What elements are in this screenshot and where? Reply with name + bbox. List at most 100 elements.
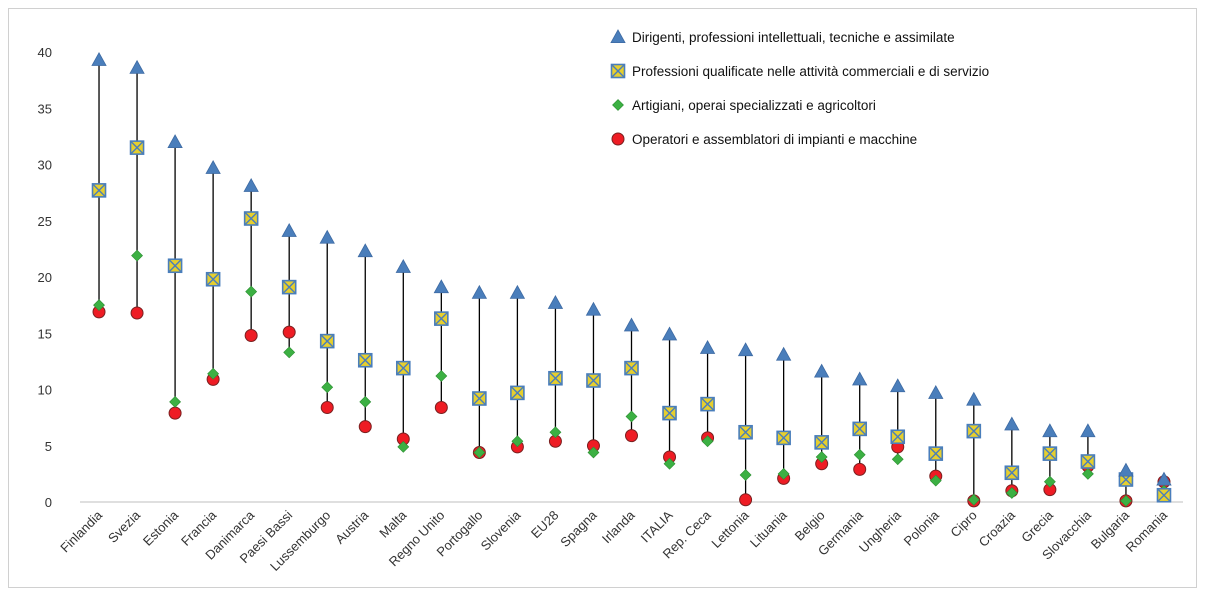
- data-point: [852, 371, 868, 386]
- data-point: [547, 295, 564, 309]
- data-point: [169, 395, 182, 408]
- y-tick-label: 15: [38, 326, 52, 341]
- data-point: [243, 211, 259, 226]
- data-point: [1042, 446, 1058, 461]
- data-point: [661, 326, 678, 341]
- data-point: [205, 271, 221, 287]
- data-point: [91, 183, 107, 198]
- data-point: [510, 385, 525, 401]
- data-point: [777, 467, 790, 480]
- legend-marker: [611, 132, 625, 146]
- data-point: [473, 446, 486, 459]
- x-tick-label: Spagna: [557, 507, 600, 550]
- data-point: [738, 424, 753, 440]
- data-point: [1043, 475, 1056, 488]
- y-tick-label: 30: [38, 158, 52, 173]
- data-point: [966, 391, 982, 406]
- data-point: [245, 285, 258, 298]
- data-point: [815, 451, 828, 463]
- data-point: [663, 457, 676, 470]
- data-point: [168, 406, 182, 420]
- y-tick-label: 35: [38, 101, 52, 116]
- data-point: [890, 429, 906, 445]
- data-point: [511, 435, 524, 448]
- data-point: [1120, 494, 1132, 507]
- data-point: [776, 430, 791, 446]
- data-point: [1118, 462, 1134, 477]
- x-tick-label: Austria: [332, 507, 372, 547]
- data-point: [928, 385, 944, 399]
- x-tick-label: Svezia: [105, 507, 144, 546]
- data-point: [966, 423, 982, 439]
- data-point: [890, 378, 906, 393]
- x-tick-label: Cipro: [947, 508, 980, 541]
- legend-label: Operatori e assemblatori di impianti e m…: [632, 132, 917, 147]
- x-tick-label: Estonia: [140, 507, 182, 549]
- data-point: [853, 462, 867, 476]
- data-point: [319, 229, 335, 244]
- data-point: [1080, 454, 1096, 469]
- data-point: [282, 325, 296, 339]
- data-point: [93, 299, 105, 312]
- data-point: [321, 381, 334, 394]
- data-point: [395, 259, 411, 273]
- data-point: [283, 346, 296, 359]
- data-point: [928, 446, 944, 461]
- data-point: [1080, 423, 1096, 438]
- data-point: [243, 178, 259, 192]
- data-point: [435, 370, 448, 382]
- legend: Dirigenti, professioni intellettuali, te…: [610, 29, 989, 147]
- data-point: [1005, 487, 1018, 499]
- data-point: [359, 395, 372, 408]
- data-point: [281, 279, 297, 295]
- data-point: [701, 435, 714, 448]
- data-point: [699, 340, 716, 354]
- data-point: [358, 420, 372, 434]
- x-tick-label: Ungheria: [856, 507, 904, 555]
- data-point: [1156, 487, 1172, 503]
- data-point: [1004, 416, 1020, 431]
- y-tick-label: 25: [38, 214, 52, 229]
- data-point: [397, 440, 410, 453]
- data-point: [281, 223, 297, 237]
- x-tick-label: Malta: [376, 507, 410, 541]
- data-point: [739, 493, 753, 507]
- data-point: [129, 140, 145, 155]
- data-point: [891, 453, 904, 466]
- data-point: [434, 401, 448, 414]
- chart-frame: [8, 8, 1197, 588]
- x-tick-label: Belgio: [792, 508, 828, 544]
- data-point: [1004, 465, 1020, 481]
- data-point: [739, 469, 752, 481]
- legend-marker: [610, 29, 626, 43]
- data-point: [91, 52, 107, 66]
- data-point: [244, 329, 258, 342]
- x-tick-label: Irlanda: [599, 507, 638, 546]
- x-tick-label: Lettonia: [708, 507, 752, 551]
- data-point: [471, 284, 488, 299]
- x-tick-label: EU28: [528, 508, 562, 542]
- data-point: [929, 474, 942, 487]
- legend-label: Artigiani, operai specializzati e agrico…: [632, 98, 876, 113]
- x-tick-label: Finlandia: [57, 507, 105, 555]
- data-point: [700, 396, 715, 412]
- data-point: [967, 493, 980, 506]
- data-point: [130, 306, 144, 320]
- data-point: [357, 243, 373, 258]
- y-tick-label: 5: [45, 439, 52, 454]
- data-point: [737, 342, 754, 357]
- data-point: [167, 134, 183, 149]
- x-tick-label: Lituania: [747, 507, 790, 550]
- data-point: [357, 352, 373, 368]
- data-point: [319, 333, 335, 349]
- x-tick-label: Croazia: [976, 507, 1019, 550]
- y-tick-label: 10: [38, 383, 52, 398]
- data-point: [549, 426, 562, 439]
- data-point: [207, 367, 220, 380]
- data-point: [433, 279, 450, 294]
- data-point: [624, 360, 639, 376]
- x-tick-label: Slovenia: [478, 507, 524, 553]
- data-point: [129, 59, 145, 74]
- legend-marker: [610, 63, 626, 79]
